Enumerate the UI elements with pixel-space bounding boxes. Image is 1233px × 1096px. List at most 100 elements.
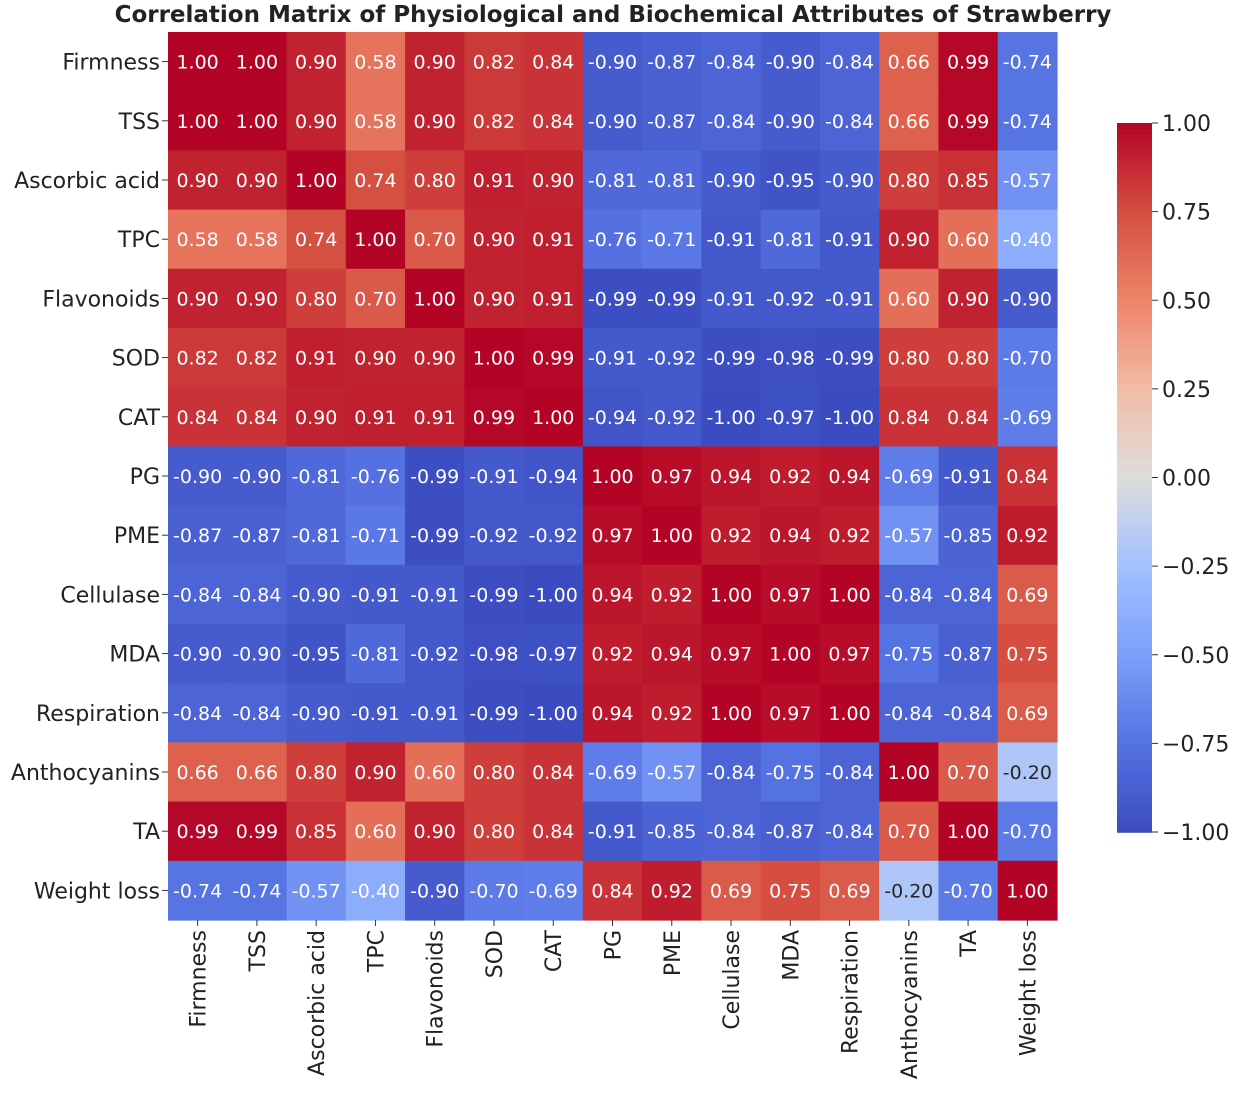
cell-value-label: 0.91 [295, 348, 337, 370]
y-axis-labels: Firmness TSS Ascorbic acid TPC Flavonoids SOD… [11, 51, 168, 904]
colorbar-segment [1117, 306, 1152, 313]
colorbar-segment [1117, 483, 1152, 491]
cell-value-label: 0.97 [710, 644, 752, 666]
cell-value-label: 1.00 [769, 644, 811, 666]
cell-value-label: -0.90 [825, 170, 874, 192]
cell-value-label: -0.57 [884, 525, 933, 547]
colorbar-segment [1117, 371, 1152, 378]
cell-value-label: -0.69 [588, 762, 637, 784]
heatmap-cell-ta-ta [938, 801, 999, 862]
heatmap-cell-ascorbic-acid-flavonoids [405, 150, 465, 211]
colorbar-segment [1117, 625, 1152, 632]
colorbar-segment [1117, 595, 1152, 603]
heatmap-cell-anthocyanins-ta [938, 742, 999, 803]
heatmap-cell-mda-anthocyanins [879, 624, 940, 684]
cell-value-label: -0.99 [410, 525, 459, 547]
heatmap-cell-respiration-cellulase [701, 683, 762, 743]
heatmap-cell-ta-tss [227, 801, 288, 862]
heatmap-cell-tpc-pme [642, 209, 702, 270]
heatmap-cell-flavonoids-flavonoids [405, 268, 465, 329]
heatmap-cell-weight-loss-cellulase [701, 860, 762, 921]
cell-value-label: -0.75 [766, 762, 815, 784]
colorbar-tick-label: 0.00 [1162, 467, 1211, 492]
heatmap-cell-ascorbic-acid-pme [642, 150, 702, 211]
heatmap-cells: 1.00 1.00 0.90 0.58 0.90 0.82 0.84 -0.90 -0.87 -0… [168, 32, 1058, 921]
cell-value-label: 0.80 [888, 348, 930, 370]
chart-title: Correlation Matrix of Physiological and … [115, 2, 1112, 28]
colorbar-segment [1117, 772, 1152, 780]
colorbar-segment [1117, 583, 1152, 591]
heatmap-cell-firmness-sod [464, 32, 525, 92]
cell-value-label: 0.58 [176, 229, 218, 251]
cell-value-label: 0.80 [473, 821, 515, 843]
heatmap-cell-firmness-weight-loss [997, 32, 1058, 92]
x-tick-label-respiration: Respiration [839, 930, 864, 1054]
colorbar-tick-label: −0.75 [1162, 732, 1229, 757]
heatmap-cell-pme-cat [523, 505, 584, 566]
heatmap-cell-pg-mda [760, 446, 821, 507]
heatmap-cell-sod-ta [938, 328, 999, 388]
cell-value-label: -0.90 [588, 111, 637, 133]
cell-value-label: 0.66 [888, 52, 930, 74]
colorbar-segment [1117, 294, 1152, 302]
heatmap-cell-pme-ta [938, 505, 999, 566]
heatmap-cell-cat-flavonoids [405, 387, 465, 447]
heatmap-cell-pme-flavonoids [405, 505, 465, 566]
colorbar-segment [1117, 353, 1152, 361]
colorbar-segment [1117, 761, 1152, 768]
heatmap-cell-firmness-ascorbic-acid [286, 32, 347, 92]
heatmap-cell-flavonoids-pg [582, 268, 643, 329]
cell-value-label: 0.90 [354, 762, 396, 784]
cell-value-label: -0.92 [766, 288, 815, 310]
cell-value-label: 0.90 [295, 111, 337, 133]
cell-value-label: 1.00 [710, 703, 752, 725]
heatmap-cell-firmness-respiration [819, 32, 880, 92]
heatmap-cell-tss-weight-loss [997, 91, 1058, 151]
cell-value-label: 0.92 [651, 880, 693, 902]
cell-value-label: 0.94 [828, 466, 870, 488]
cell-value-label: -0.84 [884, 584, 933, 606]
colorbar-segment [1117, 442, 1152, 449]
heatmap-cell-tss-respiration [819, 91, 880, 151]
heatmap-cell-anthocyanins-tpc [345, 742, 406, 803]
heatmap-cell-pg-flavonoids [405, 446, 465, 507]
cell-value-label: -0.81 [351, 644, 400, 666]
cell-value-label: 0.90 [888, 229, 930, 251]
cell-value-label: 0.92 [651, 584, 693, 606]
colorbar-segment [1117, 187, 1152, 195]
cell-value-label: -0.87 [647, 111, 696, 133]
heatmap-cell-flavonoids-tss [227, 268, 288, 329]
heatmap-cell-anthocyanins-weight-loss [997, 742, 1058, 803]
heatmap-cell-sod-pg [582, 328, 643, 388]
heatmap-cell-flavonoids-tpc [345, 268, 406, 329]
colorbar-segment [1117, 648, 1152, 656]
colorbar-segment [1117, 796, 1152, 804]
cell-value-label: 0.82 [473, 111, 515, 133]
cell-value-label: -0.84 [706, 111, 755, 133]
cell-value-label: -0.84 [706, 821, 755, 843]
colorbar-segment [1117, 489, 1152, 497]
heatmap-cell-firmness-pg [582, 32, 643, 92]
cell-value-label: -0.75 [884, 644, 933, 666]
cell-value-label: -0.97 [529, 644, 578, 666]
heatmap-cell-sod-ascorbic-acid [286, 328, 347, 388]
colorbar-segment [1117, 808, 1152, 816]
heatmap-cell-anthocyanins-sod [464, 742, 525, 803]
x-tick-label-sod: SOD [483, 930, 508, 978]
cell-value-label: -0.94 [529, 466, 578, 488]
heatmap-cell-weight-loss-tpc [345, 860, 406, 921]
heatmap-cell-tpc-cellulase [701, 209, 762, 270]
heatmap-cell-ta-ascorbic-acid [286, 801, 347, 862]
colorbar-segment [1117, 430, 1152, 437]
cell-value-label: 0.85 [295, 821, 337, 843]
colorbar-segment [1117, 170, 1152, 177]
heatmap-cell-sod-cellulase [701, 328, 762, 388]
cell-value-label: 0.91 [354, 407, 396, 429]
y-tick-label-tpc: TPC [117, 228, 160, 253]
x-axis-labels: Firmness TSS Ascorbic acid TPC Flavonoids SOD… [187, 920, 1041, 1079]
colorbar-segment [1117, 312, 1152, 319]
colorbar-segment [1117, 784, 1152, 792]
cell-value-label: -0.99 [469, 584, 518, 606]
heatmap-cell-firmness-tpc [345, 32, 406, 92]
heatmap-cell-firmness-anthocyanins [879, 32, 940, 92]
